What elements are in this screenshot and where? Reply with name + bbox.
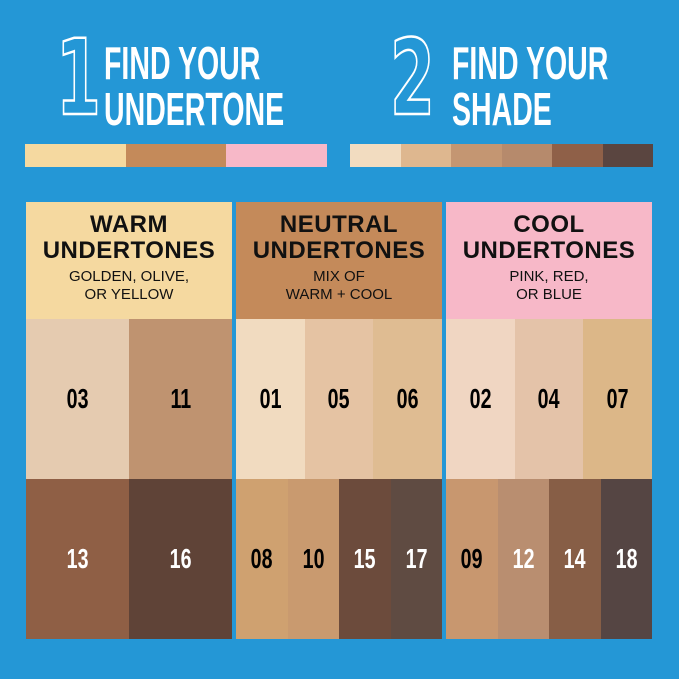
panel-header: WARM UNDERTONES GOLDEN, OLIVE, OR YELLOW [26, 202, 232, 319]
shade-number: 15 [353, 543, 376, 574]
panel-subtitle: PINK, RED, OR BLUE [509, 268, 589, 303]
step-title: FIND YOUR SHADE [452, 37, 609, 135]
step-number: 2 [389, 17, 435, 139]
color-swatch [451, 144, 502, 167]
undertone-panel: WARM UNDERTONES GOLDEN, OLIVE, OR YELLOW 03… [26, 202, 232, 639]
color-swatch [552, 144, 603, 167]
shade-row: 01 05 06 [236, 319, 443, 479]
shade-swatch: 10 [287, 479, 339, 639]
shade-swatch: 15 [339, 479, 391, 639]
shade-number: 13 [66, 543, 89, 574]
panel-header: NEUTRAL UNDERTONES MIX OF WARM + COOL [236, 202, 442, 319]
shade-number: 03 [66, 383, 89, 414]
undertone-color-bar [25, 144, 328, 167]
shade-swatch: 06 [373, 319, 443, 479]
shade-row: 02 04 07 [446, 319, 653, 479]
panel-header: COOL UNDERTONES PINK, RED, OR BLUE [446, 202, 652, 319]
panel-title: WARM UNDERTONES [42, 211, 216, 264]
shade-number: 02 [469, 383, 492, 414]
shade-color-bar [350, 144, 653, 167]
color-swatch [501, 144, 552, 167]
shade-number: 08 [250, 543, 273, 574]
shade-swatch: 17 [390, 479, 442, 639]
shade-swatch: 11 [129, 319, 232, 479]
shade-number: 06 [396, 383, 419, 414]
step-title: FIND YOUR UNDERTONE [104, 37, 285, 135]
shade-swatch: 18 [600, 479, 652, 639]
color-swatch [125, 144, 227, 167]
undertone-panel: COOL UNDERTONES PINK, RED, OR BLUE 02 04 07 09… [446, 202, 653, 639]
shade-number: 01 [259, 383, 282, 414]
shade-number: 14 [563, 543, 586, 574]
panel-subtitle: GOLDEN, OLIVE, OR YELLOW [68, 268, 190, 303]
undertone-panel: NEUTRAL UNDERTONES MIX OF WARM + COOL 01 05 0… [236, 202, 443, 639]
color-swatch [602, 144, 653, 167]
shade-number: 17 [405, 543, 428, 574]
color-swatch [226, 144, 328, 167]
shade-swatch: 09 [446, 479, 498, 639]
step-number: 1 [55, 17, 101, 139]
shade-swatch: 01 [236, 319, 305, 479]
shade-swatch: 05 [304, 319, 374, 479]
shade-row: 08 10 15 17 [236, 479, 442, 639]
shade-number: 07 [606, 383, 629, 414]
shade-number: 12 [512, 543, 535, 574]
shade-swatch: 08 [236, 479, 288, 639]
shade-row: 13 16 [26, 479, 232, 639]
shade-row: 03 11 [26, 319, 232, 479]
shade-swatch: 12 [497, 479, 549, 639]
panel-title: NEUTRAL UNDERTONES [252, 211, 426, 264]
color-swatch [25, 144, 126, 167]
color-swatch [400, 144, 451, 167]
shade-swatch: 04 [514, 319, 584, 479]
shade-swatch: 03 [26, 319, 129, 479]
shade-number: 11 [170, 383, 191, 414]
panel-subtitle: MIX OF WARM + COOL [285, 268, 393, 303]
shade-number: 18 [615, 543, 638, 574]
shade-number: 05 [328, 383, 350, 414]
shade-swatch: 14 [549, 479, 601, 639]
shade-swatch: 02 [446, 319, 515, 479]
shade-number: 04 [538, 383, 560, 414]
shade-swatch: 16 [129, 479, 232, 639]
shade-number: 09 [460, 543, 483, 574]
shade-number: 10 [302, 543, 325, 574]
shade-number: 16 [169, 543, 192, 574]
color-swatch [350, 144, 401, 167]
shade-swatch: 07 [583, 319, 653, 479]
shade-row: 09 12 14 18 [446, 479, 652, 639]
shade-swatch: 13 [26, 479, 129, 639]
panel-title: COOL UNDERTONES [462, 211, 636, 264]
